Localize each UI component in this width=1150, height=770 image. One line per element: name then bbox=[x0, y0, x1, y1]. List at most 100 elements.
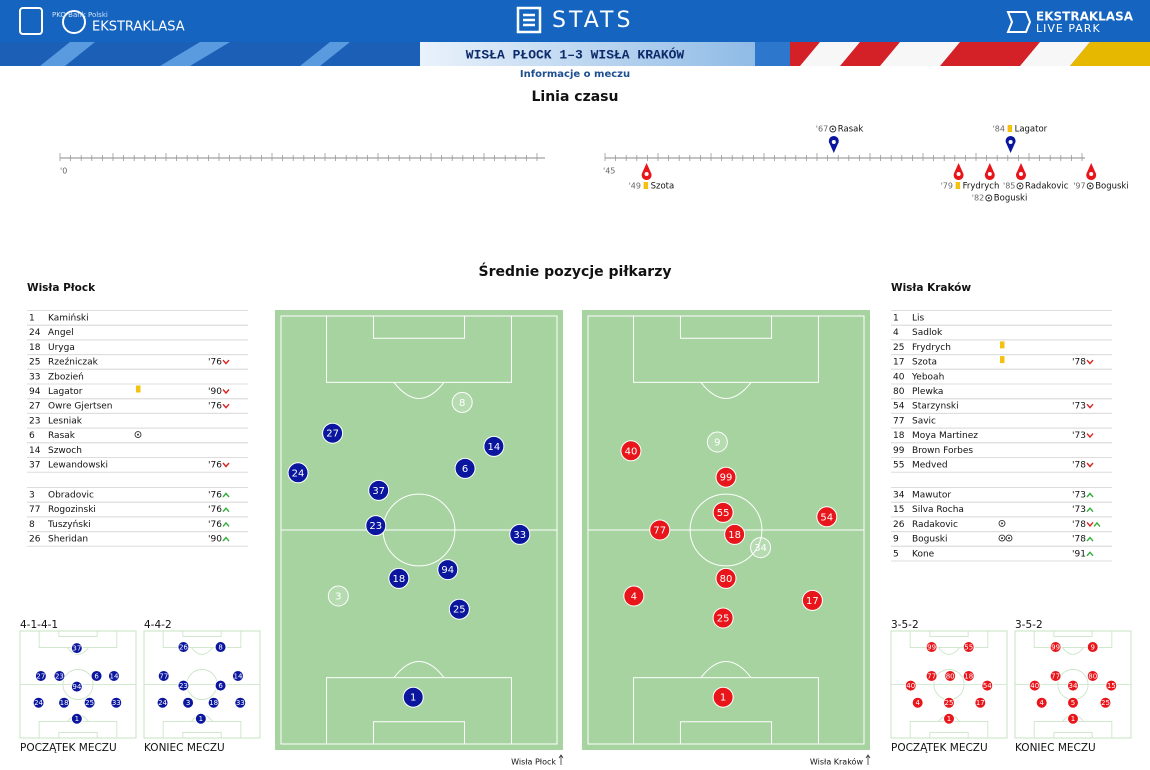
sub-minute: '76 bbox=[208, 461, 222, 471]
player-dot bbox=[194, 712, 207, 725]
formation-name: 3-5-2 bbox=[891, 619, 919, 631]
event-player: Szota bbox=[651, 182, 675, 192]
player-number: 40 bbox=[1030, 682, 1039, 690]
player-number: 54 bbox=[893, 402, 905, 412]
player-dot bbox=[715, 567, 737, 589]
team-name: Wisła Płock bbox=[27, 282, 96, 294]
player-number: 34 bbox=[893, 491, 905, 501]
yellow-card bbox=[1000, 341, 1005, 349]
event-minute: '79 bbox=[941, 182, 953, 191]
player-number: 24 bbox=[158, 699, 167, 707]
player-dot bbox=[34, 669, 47, 682]
player-marker: 33 bbox=[110, 696, 123, 709]
event-pin-dot bbox=[987, 172, 992, 176]
sub-on-arrow bbox=[1086, 536, 1094, 542]
player-number: 26 bbox=[893, 520, 905, 530]
player-dot bbox=[1086, 641, 1099, 654]
player-marker: 34 bbox=[1067, 679, 1079, 692]
banner-deco bbox=[1070, 42, 1150, 66]
player-marker: 18 bbox=[962, 669, 975, 682]
player-name: Tuszyński bbox=[47, 520, 91, 530]
player-dot bbox=[712, 686, 734, 708]
goal-icon bbox=[1086, 182, 1094, 190]
player-number: 9 bbox=[1090, 644, 1094, 652]
player-number: 5 bbox=[1071, 699, 1075, 707]
player-dot bbox=[962, 669, 975, 682]
penalty-arc bbox=[393, 661, 445, 678]
sub-on-arrow bbox=[1086, 492, 1094, 498]
banner-deco bbox=[800, 42, 1090, 66]
player-marker: 77 bbox=[1049, 669, 1062, 682]
player-number: 8 bbox=[29, 520, 35, 530]
player-number: 99 bbox=[893, 446, 905, 456]
player-number: 4 bbox=[631, 592, 637, 603]
player-marker: 18 bbox=[724, 523, 746, 545]
player-number: 18 bbox=[60, 699, 69, 707]
player-number: 23 bbox=[29, 416, 40, 426]
sub-on-arrow bbox=[222, 507, 230, 513]
player-name: Sheridan bbox=[48, 535, 88, 545]
goal-box bbox=[679, 721, 773, 745]
player-dot bbox=[724, 523, 746, 545]
event-pin-dot bbox=[1019, 172, 1023, 176]
player-number: 18 bbox=[209, 699, 218, 707]
event-pin bbox=[1016, 163, 1027, 181]
sub-off-arrow bbox=[1086, 403, 1094, 409]
yellow-card bbox=[955, 182, 961, 189]
event-minute: '97 bbox=[1073, 182, 1085, 191]
player-dot bbox=[214, 641, 227, 654]
player-number: 99 bbox=[1051, 644, 1060, 652]
player-marker: 80 bbox=[715, 567, 737, 589]
player-number: 33 bbox=[112, 699, 121, 707]
player-marker: 23 bbox=[53, 669, 66, 682]
event-minute: '84 bbox=[993, 125, 1005, 134]
player-number: 24 bbox=[34, 699, 43, 707]
player-number: 99 bbox=[720, 473, 733, 484]
sub-minute: '73 bbox=[1072, 402, 1086, 412]
goal-dot bbox=[1001, 537, 1003, 540]
player-number: 8 bbox=[218, 644, 222, 652]
penalty-arc bbox=[938, 647, 960, 655]
player-number: 6 bbox=[218, 682, 223, 690]
player-number: 3 bbox=[335, 592, 341, 603]
sub-off-arrow bbox=[222, 403, 230, 409]
sub-on-arrow bbox=[222, 492, 230, 498]
player-number: 26 bbox=[179, 644, 188, 652]
pitch-label: Wisła Kraków bbox=[810, 757, 864, 767]
goal-dot bbox=[1001, 522, 1003, 525]
player-number: 6 bbox=[29, 431, 35, 441]
player-marker: 25 bbox=[943, 696, 955, 709]
player-dot bbox=[368, 479, 390, 501]
player-name: Savic bbox=[912, 416, 936, 426]
sub-minute: '78 bbox=[1072, 358, 1086, 368]
player-name: Medved bbox=[912, 461, 948, 471]
player-number: 34 bbox=[1069, 682, 1078, 690]
event-minute: '49 bbox=[629, 182, 641, 191]
player-dot bbox=[1035, 696, 1048, 709]
event-minute: '85 bbox=[1003, 182, 1015, 191]
player-dot bbox=[177, 641, 190, 654]
goal-dot bbox=[987, 197, 990, 199]
player-dot bbox=[214, 679, 227, 692]
player-number: 37 bbox=[372, 486, 385, 497]
player-number: 27 bbox=[29, 402, 40, 412]
player-marker: 18 bbox=[388, 567, 410, 589]
player-number: 55 bbox=[893, 461, 904, 471]
player-number: 5 bbox=[893, 549, 899, 559]
goal-icon bbox=[829, 125, 837, 133]
player-number: 37 bbox=[29, 461, 40, 471]
player-number: 80 bbox=[893, 387, 905, 397]
player-dot bbox=[448, 598, 470, 620]
goal-box bbox=[372, 315, 466, 339]
player-number: 14 bbox=[109, 672, 118, 680]
player-number: 18 bbox=[964, 672, 973, 680]
player-number: 6 bbox=[94, 672, 99, 680]
player-number: 14 bbox=[233, 672, 242, 680]
event-player: Rasak bbox=[838, 125, 864, 135]
event-pin bbox=[641, 163, 652, 181]
player-number: 4 bbox=[915, 699, 920, 707]
match-info-link[interactable]: Informacje o meczu bbox=[520, 69, 630, 80]
goal-icon bbox=[985, 194, 993, 202]
player-dot bbox=[107, 669, 120, 682]
